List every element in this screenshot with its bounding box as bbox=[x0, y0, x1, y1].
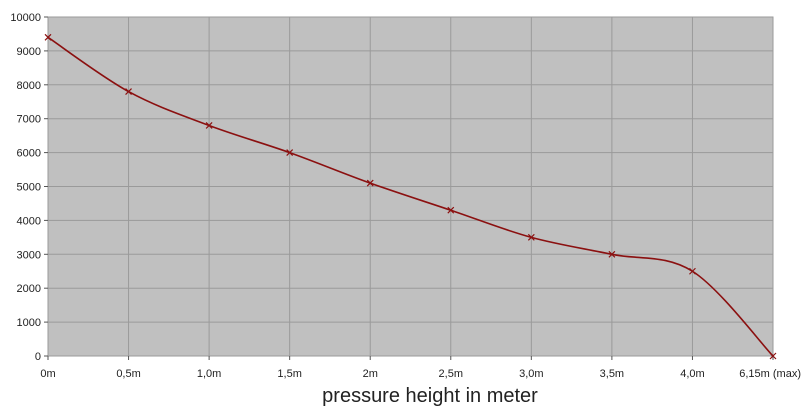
x-tick-label: 4,0m bbox=[680, 368, 704, 380]
y-tick-label: 8000 bbox=[17, 80, 41, 92]
data-point-marker bbox=[527, 233, 535, 241]
data-point-marker bbox=[125, 88, 132, 96]
data-point-marker bbox=[286, 149, 294, 157]
y-tick-label: 3000 bbox=[17, 249, 41, 261]
y-tick-label: 0 bbox=[35, 351, 41, 363]
x-tick-label: 1,0m bbox=[197, 368, 221, 380]
y-tick-label: 1000 bbox=[17, 317, 41, 329]
y-tick-label: 6000 bbox=[17, 148, 41, 160]
x-tick-label: 0m bbox=[40, 368, 55, 380]
data-point-marker bbox=[447, 206, 455, 214]
y-tick-label: 5000 bbox=[17, 182, 41, 194]
data-point-marker bbox=[769, 352, 777, 360]
x-tick-label: 1,5m bbox=[277, 368, 301, 380]
x-tick-label: 6,15m (max) bbox=[739, 368, 801, 380]
x-axis-label: pressure height in meter bbox=[322, 385, 538, 407]
y-tick-label: 4000 bbox=[17, 215, 41, 227]
x-axis-ticks: 0m 0,5m 1,0m 1,5m 2m 2,5m 3,0m 3,5m 4,0m 6,15m (m… bbox=[40, 356, 801, 380]
x-tick-label: 3,5m bbox=[600, 368, 624, 380]
data-point-marker bbox=[205, 122, 213, 129]
data-point-marker bbox=[366, 179, 374, 187]
y-axis-ticks: 0 1000 2000 3000 4000 5000 6000 7000 8000 9000 100… bbox=[10, 12, 48, 363]
grid-lines bbox=[47, 16, 774, 357]
x-tick-label: 0,5m bbox=[116, 368, 140, 380]
data-markers bbox=[44, 33, 777, 360]
data-point-marker bbox=[44, 33, 52, 41]
data-point-marker bbox=[689, 267, 696, 275]
y-tick-label: 2000 bbox=[17, 283, 41, 295]
y-tick-label: 9000 bbox=[17, 46, 41, 58]
y-tick-label: 10000 bbox=[10, 12, 41, 24]
x-tick-label: 2m bbox=[363, 368, 378, 380]
x-tick-label: 3,0m bbox=[519, 368, 543, 380]
data-point-marker bbox=[608, 250, 616, 258]
series-line bbox=[47, 36, 774, 357]
x-tick-label: 2,5m bbox=[439, 368, 463, 380]
y-tick-label: 7000 bbox=[17, 114, 41, 126]
